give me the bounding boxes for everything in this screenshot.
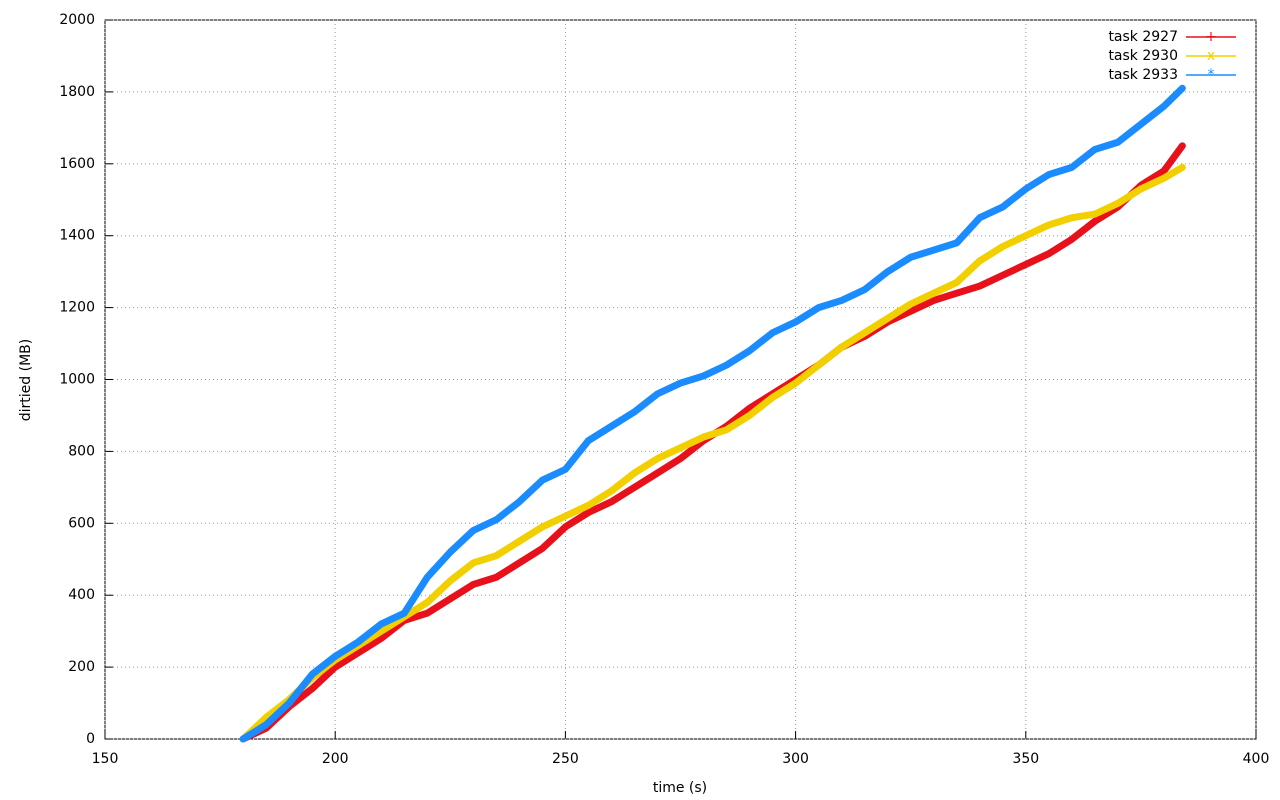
x-tick-label: 400 (1243, 751, 1270, 767)
legend-marker: + (1205, 29, 1217, 45)
series-line (239, 84, 1186, 743)
y-tick-label: 1200 (59, 300, 95, 316)
legend-label: task 2933 (1108, 67, 1178, 83)
y-tick-label: 200 (68, 659, 95, 675)
x-axis-label: time (s) (653, 780, 707, 796)
y-axis-label: dirtied (MB) (18, 339, 34, 421)
y-tick-label: 0 (86, 731, 95, 747)
y-tick-label: 600 (68, 515, 95, 531)
y-tick-label: 1000 (59, 372, 95, 388)
y-tick-label: 2000 (59, 12, 95, 28)
x-tick-label: 200 (322, 751, 349, 767)
x-tick-label: 250 (552, 751, 579, 767)
y-tick-label: 400 (68, 587, 95, 603)
series-line (239, 163, 1186, 743)
y-tick-label: 1400 (59, 228, 95, 244)
x-tick-label: 300 (782, 751, 809, 767)
y-tick-label: 1600 (59, 156, 95, 172)
x-tick-label: 150 (92, 751, 119, 767)
legend-marker: * (1208, 67, 1215, 83)
legend-label: task 2927 (1108, 29, 1178, 45)
x-tick-label: 350 (1012, 751, 1039, 767)
legend-marker: x (1207, 48, 1215, 64)
y-tick-label: 800 (68, 443, 95, 459)
legend-label: task 2930 (1108, 48, 1178, 64)
y-tick-label: 1800 (59, 84, 95, 100)
series-line (239, 142, 1186, 743)
